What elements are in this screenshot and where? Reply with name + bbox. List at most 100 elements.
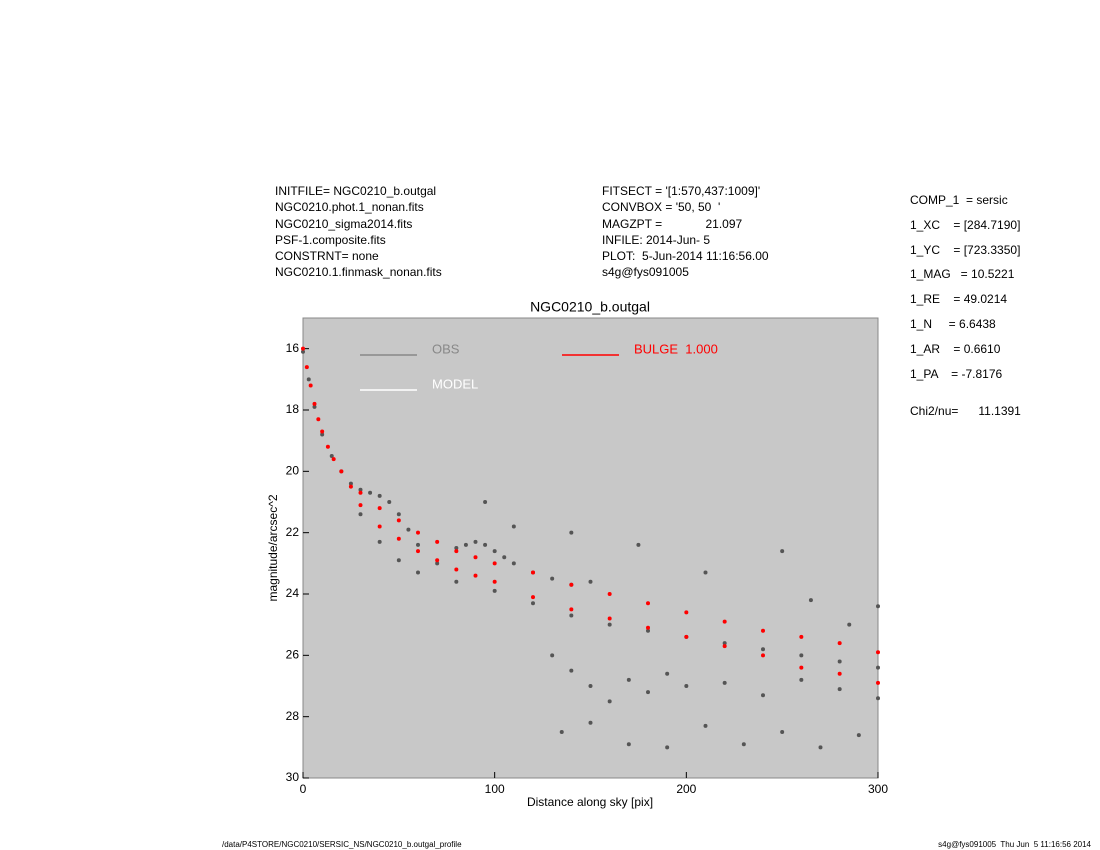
- point: [368, 490, 373, 495]
- point: [483, 542, 488, 547]
- point: [348, 481, 353, 486]
- point: [377, 524, 382, 529]
- header-line: MAGZPT = 21.097: [602, 216, 743, 231]
- param-line: 1_N = 6.6438: [910, 316, 996, 331]
- point: [799, 634, 804, 639]
- point: [559, 730, 564, 734]
- point: [329, 454, 334, 458]
- param-line: 1_PA = -7.8176: [910, 366, 1003, 381]
- point: [312, 404, 317, 409]
- point: [588, 720, 593, 725]
- point: [876, 665, 880, 670]
- point: [358, 503, 363, 508]
- x-tick-label: 100: [485, 782, 505, 796]
- header-line: CONVBOX = '50, 50 ': [602, 200, 721, 215]
- point: [492, 588, 497, 593]
- point: [684, 634, 689, 639]
- point: [396, 512, 401, 517]
- point: [416, 549, 420, 554]
- point: [511, 524, 516, 529]
- point: [377, 539, 382, 544]
- point: [761, 647, 765, 652]
- point: [416, 570, 420, 575]
- point: [358, 490, 363, 495]
- point: [348, 484, 353, 489]
- point: [463, 542, 468, 547]
- point: [492, 549, 497, 554]
- point: [588, 684, 593, 688]
- header-line: INFILE: 2014-Jun- 5: [602, 232, 711, 247]
- point: [454, 567, 459, 572]
- point: [454, 579, 459, 584]
- point: [684, 684, 689, 688]
- point: [339, 469, 344, 474]
- point: [761, 628, 765, 633]
- point: [799, 665, 804, 670]
- point: [492, 579, 497, 584]
- point: [473, 539, 478, 544]
- params: COMP_1 = sersic 1_XC = [284.7190] 1_YC = […: [910, 192, 1020, 390]
- point: [416, 542, 420, 547]
- y-tick-label: 22: [286, 525, 300, 539]
- point: [454, 549, 459, 554]
- point: [308, 383, 313, 388]
- point: [808, 598, 813, 603]
- point: [569, 530, 574, 535]
- point: [396, 536, 401, 541]
- param-line: 1_XC = [284.7190]: [910, 217, 1021, 232]
- point: [607, 616, 612, 621]
- point: [684, 610, 689, 615]
- point: [636, 542, 641, 547]
- point: [741, 742, 746, 747]
- point: [722, 619, 727, 624]
- param-line: 1_RE = 49.0214: [910, 292, 1008, 307]
- x-tick-label: 0: [300, 782, 307, 796]
- point: [722, 680, 727, 685]
- point: [320, 432, 325, 437]
- y-tick-label: 16: [286, 341, 300, 355]
- point: [492, 561, 497, 566]
- x-tick-label: 300: [868, 782, 888, 796]
- point: [818, 745, 823, 750]
- param-line: 1_AR = 0.6610: [910, 341, 1001, 356]
- y-tick-label: 18: [286, 402, 300, 416]
- point: [876, 696, 880, 701]
- header-line: FITSECT = '[1:570,437:1009]': [602, 184, 761, 198]
- point: [325, 444, 330, 449]
- point: [847, 622, 852, 627]
- point: [607, 622, 612, 627]
- y-tick-label: 24: [286, 586, 300, 600]
- point: [502, 555, 507, 560]
- point: [646, 625, 650, 630]
- point: [703, 570, 708, 575]
- point: [837, 659, 842, 664]
- point: [837, 641, 842, 646]
- point: [454, 546, 459, 550]
- point: [358, 512, 363, 517]
- point: [435, 558, 440, 563]
- point: [416, 530, 420, 535]
- header-line: PSF-1.composite.fits: [275, 232, 386, 247]
- point: [837, 687, 842, 692]
- point: [722, 641, 727, 646]
- point: [473, 555, 478, 560]
- chart-title: NGC0210_b.outgal: [530, 299, 650, 315]
- point: [665, 745, 670, 750]
- point: [646, 690, 650, 695]
- header-middle: FITSECT = '[1:570,437:1009]' CONVBOX = '5…: [602, 183, 769, 281]
- point: [588, 579, 593, 584]
- point: [665, 671, 670, 676]
- header-line: NGC0210_sigma2014.fits: [275, 216, 413, 231]
- point: [473, 573, 478, 578]
- point: [312, 401, 317, 406]
- point: [320, 429, 325, 434]
- point: [306, 377, 311, 382]
- point: [876, 604, 880, 609]
- point: [569, 607, 574, 612]
- legend-label: BULGE 1.000: [634, 341, 718, 356]
- point: [722, 644, 727, 649]
- point: [550, 653, 555, 658]
- footer-right: s4g@fys091005 Thu Jun 5 11:16:56 2014: [938, 840, 1091, 849]
- point: [646, 628, 650, 633]
